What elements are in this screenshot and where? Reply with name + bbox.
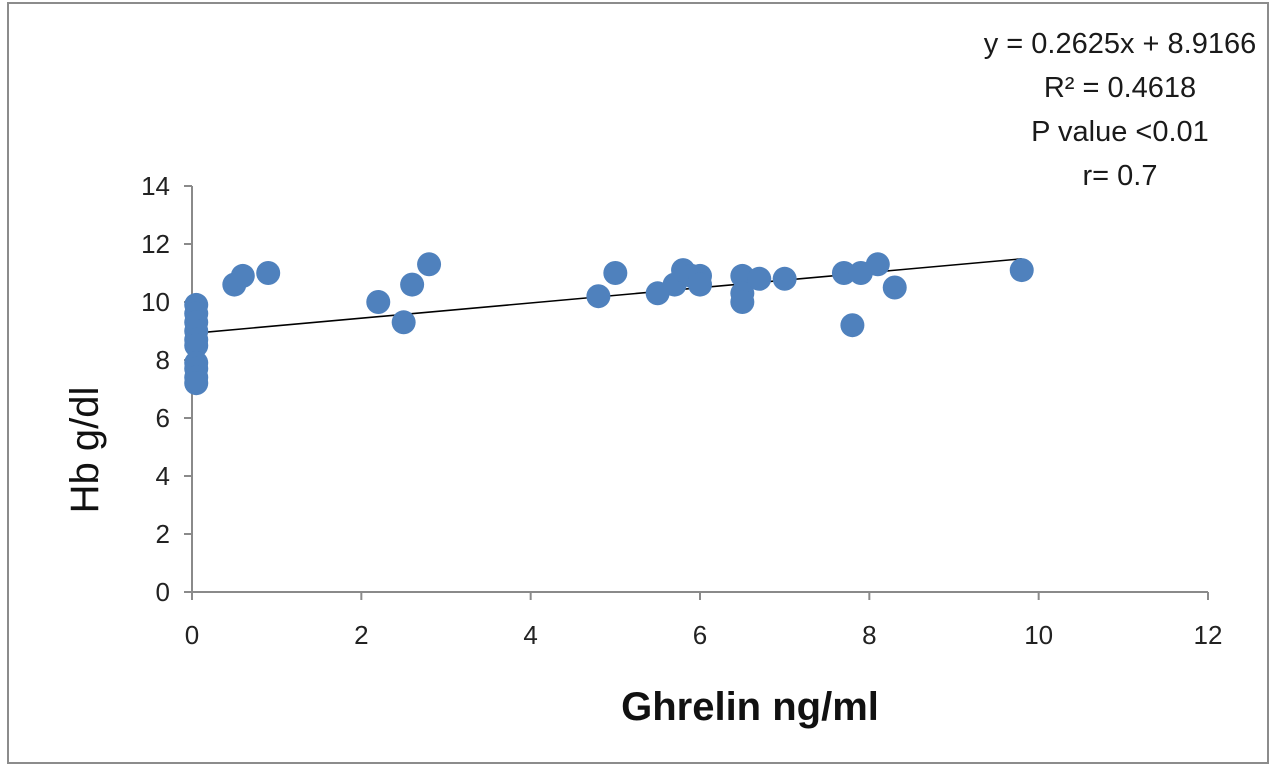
- data-point: [882, 275, 907, 300]
- x-tick-label: 10: [1024, 620, 1053, 650]
- data-point: [772, 266, 797, 291]
- regression-annotation: y = 0.2625x + 8.9166 R² = 0.4618 P value…: [960, 22, 1279, 198]
- data-point: [184, 333, 209, 358]
- data-point: [256, 261, 281, 285]
- data-point: [366, 290, 391, 314]
- x-tick-label: 6: [693, 620, 707, 650]
- x-tick-label: 0: [185, 620, 199, 650]
- x-tick-label: 12: [1194, 620, 1223, 650]
- equation-label: y = 0.2625x + 8.9166: [983, 28, 1257, 60]
- data-point: [184, 371, 209, 396]
- data-point: [391, 310, 416, 335]
- y-tick-label: 12: [141, 229, 170, 259]
- data-point: [230, 263, 255, 288]
- y-tick-label: 8: [156, 345, 170, 375]
- r-value-label: r= 0.7: [1082, 160, 1158, 192]
- r-squared-label: R² = 0.4618: [1043, 72, 1197, 104]
- tick-labels: 0 2 4 6 8 10 12 14 0 2 4 6 8 10 12: [141, 171, 1222, 650]
- y-tick-label: 4: [156, 461, 170, 491]
- data-point: [840, 313, 865, 338]
- data-point: [1009, 258, 1034, 283]
- axes: [184, 185, 1209, 600]
- data-point: [831, 261, 856, 285]
- p-value-label: P value <0.01: [1031, 116, 1209, 148]
- data-point: [417, 252, 442, 277]
- data-point: [400, 272, 425, 297]
- data-point: [688, 272, 712, 297]
- y-tick-label: 6: [156, 403, 170, 433]
- data-point: [730, 290, 755, 314]
- data-points: [184, 252, 1034, 396]
- data-point: [747, 266, 772, 291]
- y-tick-label: 10: [141, 287, 170, 317]
- x-tick-label: 2: [354, 620, 368, 650]
- x-axis-title: Ghrelin ng/ml: [621, 685, 879, 729]
- y-tick-label: 14: [141, 171, 170, 201]
- data-point: [865, 252, 890, 277]
- data-point: [586, 284, 611, 309]
- y-tick-label: 0: [156, 577, 170, 607]
- x-tick-label: 8: [862, 620, 876, 650]
- data-point: [603, 261, 628, 285]
- chart-frame: [7, 2, 1269, 764]
- y-tick-label: 2: [156, 519, 170, 549]
- x-tick-label: 4: [523, 620, 537, 650]
- y-axis-title: Hb g/dl: [63, 387, 107, 514]
